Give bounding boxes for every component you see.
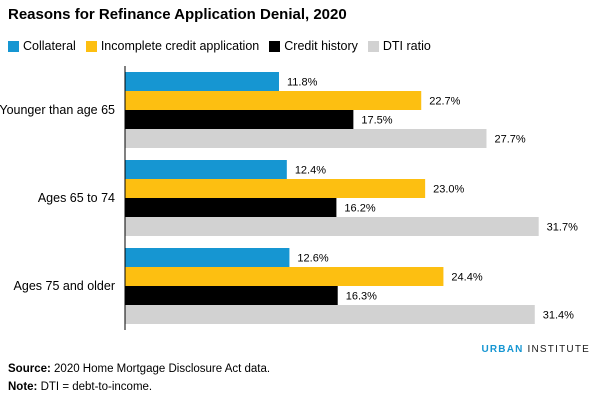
bar	[125, 286, 338, 305]
category-label: Younger than age 65	[0, 103, 115, 117]
definition-note: Note: DTI = debt-to-income.	[8, 381, 152, 393]
legend-swatch	[367, 40, 379, 52]
urban-institute-logo: URBAN INSTITUTE	[481, 344, 590, 355]
data-label: 27.7%	[494, 134, 525, 146]
source-label: Source:	[8, 363, 51, 375]
bar	[125, 110, 354, 129]
bar	[125, 305, 535, 324]
legend-label: Incomplete credit application	[100, 39, 260, 53]
data-label: 31.4%	[543, 310, 574, 322]
category-label: Ages 75 and older	[14, 279, 115, 293]
legend-label: Credit history	[284, 39, 358, 53]
bar	[125, 179, 426, 198]
legend-item-collateral: Collateral	[8, 39, 76, 53]
legend-swatch	[8, 40, 19, 52]
note-text: DTI = debt-to-income.	[40, 381, 153, 393]
category-label: Ages 65 to 74	[38, 191, 115, 205]
bar	[125, 72, 279, 91]
legend-label: DTI ratio	[382, 39, 431, 53]
bar	[125, 160, 287, 179]
legend-item-credit-history: Credit history	[269, 39, 358, 53]
chart-legend: Collateral Incomplete credit application…	[8, 38, 441, 54]
chart-title: Reasons for Refinance Application Denial…	[8, 6, 347, 23]
brand-bold: URBAN	[481, 344, 524, 355]
legend-item-incomplete-credit-application: Incomplete credit application	[85, 39, 260, 53]
data-label: 12.4%	[295, 165, 326, 177]
data-label: 22.7%	[429, 96, 460, 108]
data-label: 16.2%	[344, 203, 375, 215]
legend-label: Collateral	[23, 39, 76, 53]
source-note: Source: 2020 Home Mortgage Disclosure Ac…	[8, 363, 270, 375]
bar	[125, 248, 290, 267]
legend-swatch	[85, 40, 97, 52]
bar	[125, 217, 539, 236]
data-label: 24.4%	[451, 272, 482, 284]
legend-item-dti-ratio: DTI ratio	[367, 39, 431, 53]
data-label: 12.6%	[297, 253, 328, 265]
note-label: Note:	[8, 381, 38, 393]
data-label: 31.7%	[547, 222, 578, 234]
bar	[125, 198, 337, 217]
source-text: 2020 Home Mortgage Disclosure Act data.	[54, 363, 271, 375]
data-label: 11.8%	[287, 77, 318, 89]
bar	[125, 91, 422, 110]
data-label: 17.5%	[361, 115, 392, 127]
brand-thin: INSTITUTE	[527, 344, 590, 355]
bar	[125, 267, 444, 286]
data-label: 23.0%	[433, 184, 464, 196]
bar	[125, 129, 487, 148]
data-label: 16.3%	[346, 291, 377, 303]
legend-swatch	[269, 40, 281, 52]
